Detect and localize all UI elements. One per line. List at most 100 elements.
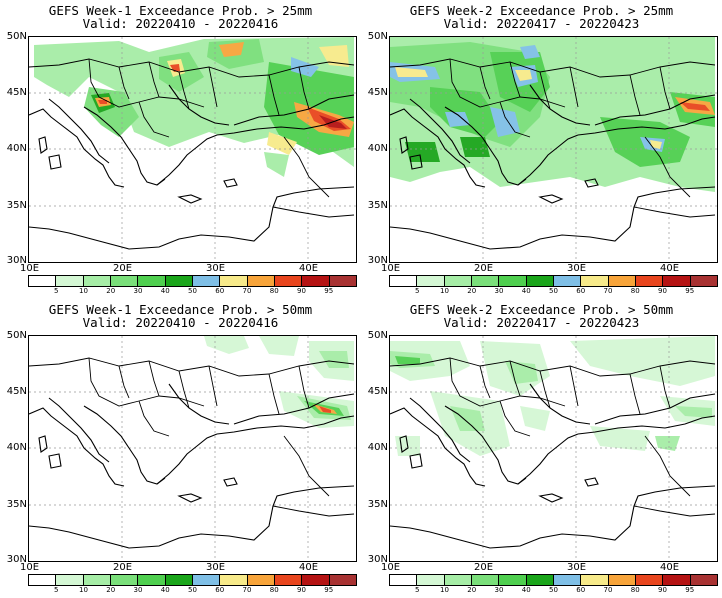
colorbar-label: 50 xyxy=(549,586,558,594)
panel-title: GEFS Week-2 Exceedance Prob. > 25mm xyxy=(409,3,674,18)
lat-label: 45N xyxy=(367,386,388,397)
colorbar-segment xyxy=(390,276,418,286)
lat-label: 50N xyxy=(6,31,27,42)
lat-label: 45N xyxy=(6,386,27,397)
colorbar-segment xyxy=(635,276,664,286)
colorbar-segment xyxy=(138,575,166,585)
colorbar-segment xyxy=(110,575,139,585)
colorbar-label: 95 xyxy=(685,586,695,594)
colorbar xyxy=(389,275,718,287)
lon-label: 40E xyxy=(660,562,680,573)
panel-week1-50mm: GEFS Week-1 Exceedance Prob. > 50mm Vali… xyxy=(0,299,361,598)
coastlines xyxy=(390,84,716,250)
lat-label: 30N xyxy=(6,554,27,565)
colorbar-label: 50 xyxy=(549,287,558,295)
colorbar-segment xyxy=(417,575,445,585)
colorbar-label: 40 xyxy=(521,586,531,594)
map-area xyxy=(389,335,718,562)
panel-valid-dates: Valid: 20220417 - 20220423 xyxy=(443,315,640,330)
colorbar-label: 80 xyxy=(269,586,279,594)
colorbar-label: 10 xyxy=(440,586,449,594)
lon-label: 40E xyxy=(299,562,319,573)
colorbar-segment xyxy=(56,276,84,286)
lat-label: 50N xyxy=(6,330,27,341)
map-area xyxy=(28,335,357,562)
colorbar-label: 30 xyxy=(133,287,143,295)
colorbar-segment xyxy=(83,276,111,286)
country-borders xyxy=(390,58,716,218)
lon-label: 10E xyxy=(20,263,40,274)
lat-label: 30N xyxy=(367,255,388,266)
colorbar-segment xyxy=(471,575,500,585)
lon-label: 30E xyxy=(206,263,226,274)
lon-label: 20E xyxy=(474,263,494,274)
probability-shading xyxy=(204,336,354,428)
colorbar-label: 20 xyxy=(467,586,477,594)
panel-valid-dates: Valid: 20220410 - 20220416 xyxy=(82,16,279,31)
colorbar-segment xyxy=(499,575,527,585)
colorbar-label: 95 xyxy=(685,287,695,295)
coastlines xyxy=(29,84,355,250)
colorbar-segment xyxy=(635,575,664,585)
colorbar-label: 5 xyxy=(415,287,420,295)
colorbar xyxy=(28,275,357,287)
lon-label: 20E xyxy=(113,562,133,573)
colorbar-segment xyxy=(56,575,84,585)
colorbar-label: 30 xyxy=(494,287,504,295)
probability-shading xyxy=(390,336,715,456)
colorbar-label: 40 xyxy=(521,287,531,295)
colorbar-label: 50 xyxy=(188,287,197,295)
colorbar-segment xyxy=(444,575,472,585)
colorbar-label: 20 xyxy=(106,586,116,594)
colorbar-segment xyxy=(329,276,356,286)
colorbar-segment xyxy=(526,276,554,286)
colorbar-segment xyxy=(526,575,554,585)
colorbar-label: 10 xyxy=(440,287,449,295)
lon-label: 30E xyxy=(567,562,587,573)
country-borders xyxy=(390,357,716,517)
lat-label: 40N xyxy=(6,442,27,453)
colorbar-label: 95 xyxy=(324,287,334,295)
colorbar-segment xyxy=(247,276,275,286)
colorbar-segment xyxy=(29,575,57,585)
colorbar-segment xyxy=(29,276,57,286)
colorbar-label: 60 xyxy=(576,586,586,594)
colorbar-segment xyxy=(553,276,582,286)
colorbar-label: 50 xyxy=(188,586,197,594)
colorbar-label: 60 xyxy=(215,287,225,295)
colorbar-segment xyxy=(220,575,248,585)
colorbar-segment xyxy=(329,575,356,585)
country-borders xyxy=(29,357,355,517)
colorbar-segment xyxy=(110,276,139,286)
colorbar-label: 5 xyxy=(54,586,59,594)
panel-week1-25mm: GEFS Week-1 Exceedance Prob. > 25mm Vali… xyxy=(0,0,361,299)
colorbar-label: 30 xyxy=(494,586,504,594)
colorbar-label: 80 xyxy=(630,586,640,594)
colorbar-segment xyxy=(192,276,221,286)
lon-label: 40E xyxy=(299,263,319,274)
colorbar-segment xyxy=(165,276,193,286)
lat-label: 50N xyxy=(367,330,388,341)
lon-label: 30E xyxy=(567,263,587,274)
colorbar-segment xyxy=(302,575,330,585)
country-borders xyxy=(29,58,355,218)
lon-label: 20E xyxy=(474,562,494,573)
colorbar-label: 90 xyxy=(297,586,306,594)
colorbar-segment xyxy=(138,276,166,286)
graticule xyxy=(29,336,356,561)
colorbar-segment xyxy=(581,276,609,286)
colorbar-segment xyxy=(444,276,472,286)
probability-shading xyxy=(390,37,715,192)
coastlines xyxy=(29,383,355,549)
panel-valid-dates: Valid: 20220417 - 20220423 xyxy=(443,16,640,31)
colorbar-label: 90 xyxy=(658,287,667,295)
colorbar-segment xyxy=(581,575,609,585)
lat-label: 30N xyxy=(6,255,27,266)
colorbar-label: 10 xyxy=(79,287,88,295)
colorbar-segment xyxy=(608,575,636,585)
colorbar-segment xyxy=(471,276,500,286)
colorbar-label: 20 xyxy=(106,287,116,295)
colorbar-segment xyxy=(274,575,303,585)
map-area xyxy=(28,36,357,263)
colorbar-label: 40 xyxy=(160,287,170,295)
